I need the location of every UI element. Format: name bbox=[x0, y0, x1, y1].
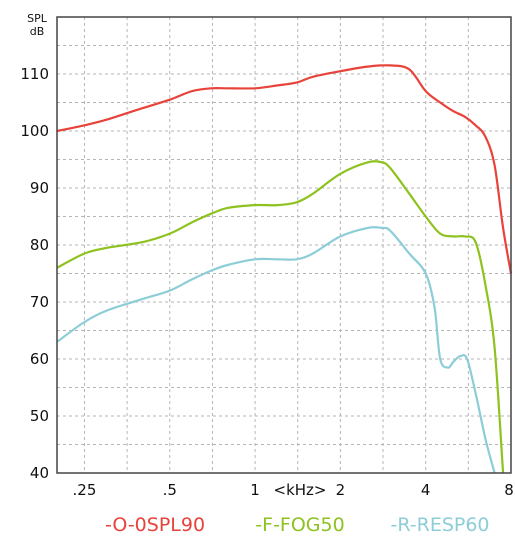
y-tick-label: 110 bbox=[20, 65, 49, 83]
x-tick-label: 8 bbox=[504, 481, 514, 499]
legend-entry: -O-0SPL90 bbox=[105, 514, 205, 536]
series-line bbox=[56, 226, 496, 474]
grid bbox=[57, 17, 511, 473]
y-tick-label: 90 bbox=[30, 179, 49, 197]
plot-frame bbox=[56, 16, 512, 474]
series-line bbox=[56, 160, 505, 474]
y-tick-label: 50 bbox=[30, 407, 49, 425]
x-tick-label: 1 bbox=[250, 481, 260, 499]
y-tick-labels: 40 50 60 70 80 90 100 110 bbox=[20, 65, 49, 482]
x-tick-label: 4 bbox=[421, 481, 431, 499]
legend-entry: -F-FOG50 bbox=[255, 514, 344, 536]
x-tick-label: .5 bbox=[163, 481, 177, 499]
y-tick-label: 100 bbox=[20, 122, 49, 140]
y-tick-label: 70 bbox=[30, 293, 49, 311]
x-tick-label: 2 bbox=[336, 481, 346, 499]
y-axis-label-line2: dB bbox=[30, 25, 45, 38]
y-tick-label: 40 bbox=[30, 464, 49, 482]
legend-entry: -R-RESP60 bbox=[390, 514, 489, 536]
legend: -O-0SPL90 -F-FOG50 -R-RESP60 bbox=[105, 514, 490, 536]
series-line bbox=[56, 64, 513, 274]
x-axis-label: <kHz> bbox=[274, 481, 327, 499]
y-tick-label: 80 bbox=[30, 236, 49, 254]
x-tick-labels: .25 .5 1 2 4 8 bbox=[73, 481, 514, 499]
series-lines bbox=[56, 64, 513, 474]
y-tick-label: 60 bbox=[30, 350, 49, 368]
x-tick-label: .25 bbox=[73, 481, 97, 499]
y-axis-label-line1: SPL bbox=[27, 12, 48, 25]
